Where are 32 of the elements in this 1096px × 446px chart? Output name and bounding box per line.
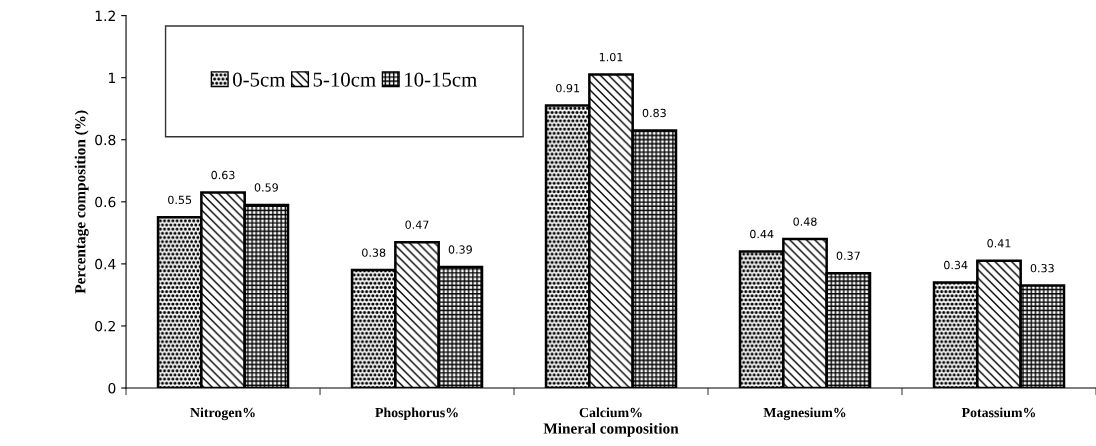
data-label: 0.41 bbox=[987, 239, 1011, 248]
x-axis-title: Mineral composition bbox=[543, 422, 679, 437]
y-axis-title: Percentage composition (%) bbox=[74, 110, 89, 294]
data-label: 0.48 bbox=[793, 217, 817, 226]
data-label: 0.47 bbox=[405, 220, 429, 229]
data-label: 0.83 bbox=[642, 108, 666, 118]
legend-label: 5-10cm bbox=[313, 72, 376, 87]
data-label: 0.38 bbox=[362, 248, 386, 257]
y-tick-label: 0 bbox=[108, 382, 116, 394]
y-tick-label: 1 bbox=[109, 72, 116, 83]
data-label: 0.37 bbox=[836, 251, 860, 260]
data-label: 0.63 bbox=[211, 170, 235, 180]
y-tick-label: 0.2 bbox=[95, 320, 115, 332]
y-tick-label: 0.6 bbox=[95, 196, 116, 208]
data-label: 0.91 bbox=[556, 83, 580, 93]
data-label: 0.33 bbox=[1030, 263, 1054, 273]
data-label: 0.39 bbox=[448, 245, 472, 254]
x-tick-label: Magnesium% bbox=[763, 407, 846, 421]
data-label: 1.01 bbox=[599, 52, 623, 62]
x-tick-label: Phosphorus% bbox=[375, 407, 458, 421]
data-label: 0.34 bbox=[944, 260, 968, 270]
data-label: 0.55 bbox=[168, 195, 192, 205]
x-tick-label: Calcium% bbox=[579, 407, 642, 418]
data-label: 0.59 bbox=[254, 183, 278, 192]
x-tick-label: Nitrogen% bbox=[190, 407, 255, 421]
x-tick-label: Potassium% bbox=[961, 407, 1036, 418]
y-tick-label: 0.8 bbox=[95, 134, 116, 146]
data-label: 0.44 bbox=[750, 229, 774, 239]
y-tick-label: 0.4 bbox=[95, 258, 116, 270]
legend-label: 10-15cm bbox=[405, 72, 477, 87]
y-tick-label: 1.2 bbox=[95, 10, 115, 21]
legend-label: 0-5cm bbox=[233, 72, 286, 87]
